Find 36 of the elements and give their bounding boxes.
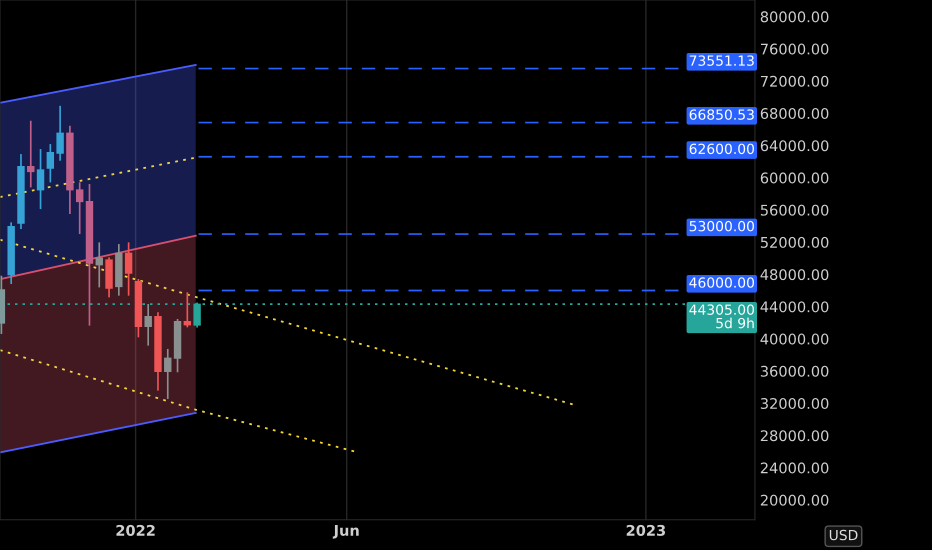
y-tick-label: 80000.00 [760, 11, 828, 22]
y-tick-label: 40000.00 [760, 334, 828, 345]
ref-line-label: 46000.00 [689, 277, 754, 288]
y-tick-label: 72000.00 [760, 76, 828, 87]
candlestick [124, 242, 132, 296]
y-tick-label: 60000.00 [760, 172, 828, 184]
y-tick-label: 76000.00 [760, 44, 828, 55]
x-tick-label: Jun [332, 525, 359, 539]
y-tick-label: 28000.00 [760, 430, 828, 442]
y-tick-label: 48000.00 [760, 269, 828, 280]
y-tick-label: 56000.00 [760, 204, 828, 216]
y-tick-label: 64000.00 [760, 140, 828, 152]
text: USD [830, 530, 858, 540]
ref-line-label: 66850.53 [690, 109, 754, 120]
ref-line-label: 62600.00 [690, 144, 754, 154]
x-tick-label: 2022 [116, 524, 155, 536]
y-tick-label: 32000.00 [760, 398, 828, 410]
candlestick [27, 120, 34, 188]
candlestick [184, 292, 192, 328]
candlestick [164, 348, 172, 399]
candlestick [96, 242, 103, 288]
y-tick-label: 24000.00 [760, 462, 828, 474]
y-tick-label: 20000.00 [760, 494, 828, 506]
candlestick [56, 106, 64, 161]
y-tick-label: 68000.00 [760, 108, 828, 120]
ref-line-label: 73551.13 [690, 55, 754, 66]
y-tick-label: 44000.00 [760, 301, 828, 312]
x-tick-label: 2023 [626, 524, 666, 536]
y-tick-label: 52000.00 [760, 236, 828, 248]
candlestick [76, 182, 84, 234]
ref-line-label: 44305.00 5d 9h [689, 304, 754, 328]
candlestick [36, 149, 44, 210]
ref-line-label: 53000.00 [690, 220, 754, 232]
candlestick [46, 144, 54, 182]
y-tick-label: 36000.00 [760, 366, 828, 377]
candlestick [144, 304, 152, 346]
